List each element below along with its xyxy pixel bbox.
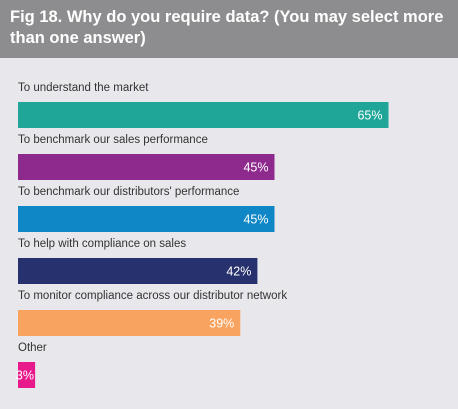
category-label: To benchmark our sales performance — [18, 134, 208, 146]
bar — [18, 310, 241, 336]
bar — [18, 362, 36, 388]
value-label: 45% — [243, 212, 268, 226]
bar — [18, 206, 275, 232]
value-label: 39% — [209, 316, 234, 330]
value-label: 42% — [226, 264, 251, 278]
category-label: To benchmark our distributors' performan… — [18, 186, 239, 198]
value-label: 65% — [357, 108, 382, 122]
value-label: 45% — [243, 160, 268, 174]
category-label: To understand the market — [18, 82, 149, 94]
category-label: To monitor compliance across our distrib… — [18, 290, 287, 302]
bar — [18, 154, 275, 180]
bar — [18, 258, 258, 284]
chart-title: Fig 18. Why do you require data? (You ma… — [0, 0, 458, 58]
category-label: To help with compliance on sales — [18, 238, 186, 250]
value-label: 3% — [16, 368, 34, 382]
bar — [18, 102, 389, 128]
category-label: Other — [18, 342, 47, 354]
